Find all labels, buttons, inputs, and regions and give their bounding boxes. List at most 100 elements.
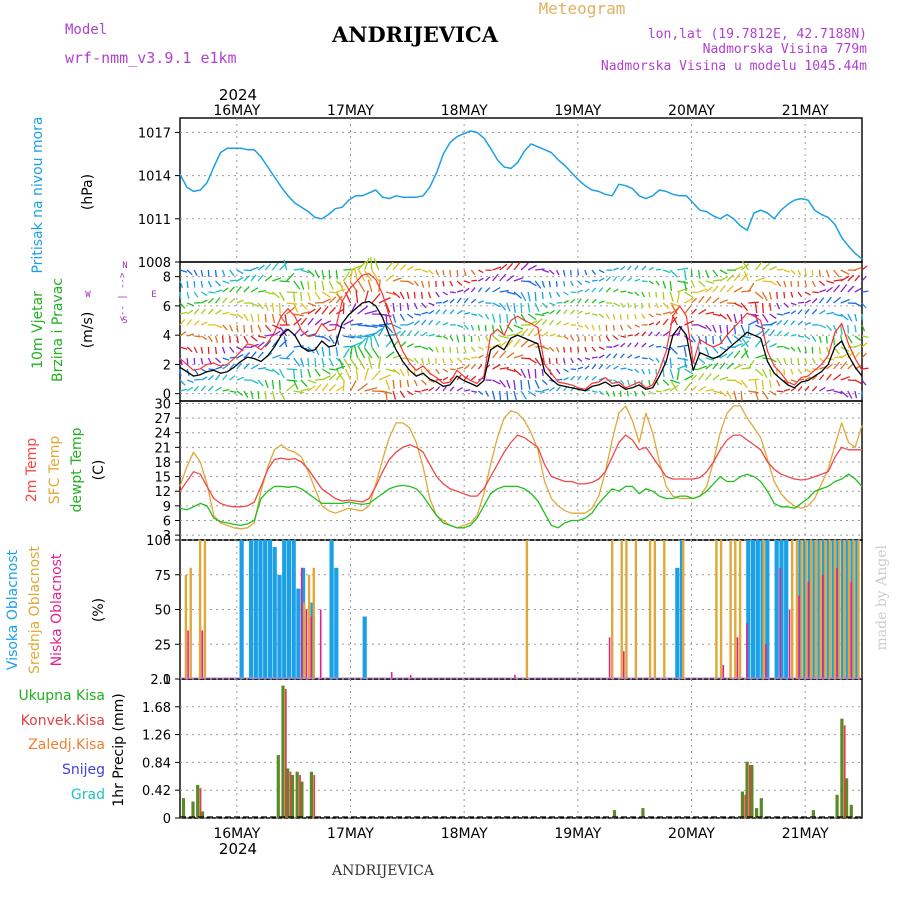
- wind-arrow: [471, 356, 478, 359]
- wind-arrow: [556, 386, 561, 392]
- wind-arrow: [548, 346, 555, 352]
- wind-arrow: [648, 280, 654, 285]
- wind-arrow: [733, 363, 743, 370]
- wind-arrow: [364, 290, 369, 304]
- wind-arrow: [207, 269, 210, 277]
- wind-arrow: [477, 287, 483, 293]
- wind-arrow: [463, 269, 467, 277]
- wind-arrow: [698, 308, 707, 315]
- wind-arrow: [207, 297, 215, 304]
- wind-arrow: [279, 357, 290, 360]
- wind-arrow: [840, 269, 850, 275]
- wind-arrow: [598, 277, 605, 282]
- wind-arrow: [662, 388, 671, 392]
- wind-arrow: [612, 335, 619, 341]
- y-tick-label: 18: [154, 456, 171, 471]
- wind-arrow: [541, 291, 544, 299]
- wind-arrow: [648, 266, 654, 271]
- wind-arrow: [634, 332, 640, 337]
- elevation-text: Nadmorska Visina 779m: [703, 42, 868, 57]
- wind-arrow: [335, 269, 339, 280]
- wind-arrow: [743, 347, 749, 359]
- wind-arrow: [563, 309, 568, 315]
- wind-arrow: [556, 378, 563, 381]
- cloud-bar: [824, 540, 827, 679]
- wind-arrow: [669, 379, 681, 384]
- wind-arrow: [349, 281, 359, 293]
- cloud-bar: [779, 540, 784, 679]
- wind-arrow: [293, 291, 296, 303]
- cloud-bar: [682, 540, 685, 679]
- wind-arrow: [847, 335, 853, 344]
- wind-arrow: [357, 305, 368, 315]
- wind-arrow: [314, 269, 320, 279]
- wind-arrow: [335, 346, 339, 357]
- y-tick-label: 27: [154, 412, 171, 427]
- wind-arrow: [847, 274, 855, 282]
- y-tick-label: 24: [154, 427, 171, 442]
- cloud-bar: [634, 540, 638, 679]
- wind-arrow: [421, 311, 429, 315]
- y-tick-label: 1014: [138, 170, 171, 185]
- wind-arrow: [570, 298, 576, 304]
- cloud-bar: [795, 540, 799, 679]
- wind-arrow: [421, 331, 428, 337]
- wind-arrow: [819, 386, 826, 392]
- y-tick-label: 0: [163, 812, 171, 827]
- wind-arrow: [527, 379, 531, 390]
- wind-arrow: [690, 269, 693, 278]
- wind-arrow: [825, 335, 828, 344]
- wind-arrow: [250, 379, 259, 385]
- wind-arrow: [826, 388, 835, 392]
- wind-arrow: [236, 276, 244, 282]
- wind-arrow: [300, 269, 310, 274]
- wind-arrow: [549, 309, 555, 315]
- wind-arrow: [811, 385, 818, 392]
- wind-arrow: [605, 335, 610, 342]
- wind-arrow: [464, 357, 471, 361]
- wind-arrow: [300, 357, 305, 367]
- cloud-bar: [608, 637, 611, 679]
- wind-arrow: [335, 295, 343, 304]
- wind-arrow: [655, 390, 662, 393]
- wind-arrow: [605, 364, 612, 370]
- wind-arrow: [370, 257, 373, 271]
- wind-arrow: [371, 269, 380, 282]
- legend-snow: Snijeg: [62, 762, 105, 778]
- wind-arrow: [435, 368, 440, 375]
- wind-arrow: [321, 291, 331, 298]
- wind-arrow: [598, 269, 605, 274]
- wind-arrow: [762, 262, 771, 271]
- wind-arrow: [314, 357, 317, 367]
- wind-arrow: [478, 354, 484, 359]
- wind-arrow: [591, 335, 594, 342]
- wind-arrow: [761, 291, 768, 302]
- wind-arrow: [761, 368, 768, 379]
- wind-arrow: [783, 346, 790, 350]
- wind-arrow: [626, 313, 629, 320]
- wind-arrow: [338, 281, 345, 293]
- wind-arrow: [620, 290, 627, 293]
- wind-arrow: [414, 390, 421, 393]
- wind-arrow: [385, 390, 388, 402]
- wind-arrow: [243, 362, 250, 370]
- wind-arrow: [179, 302, 186, 309]
- wind-arrow: [456, 297, 462, 304]
- wind-arrow: [648, 331, 653, 337]
- wind-arrow: [435, 335, 442, 338]
- wind-arrow: [641, 291, 646, 298]
- wind-arrow: [307, 379, 317, 384]
- wind-arrow: [371, 324, 385, 328]
- wind-arrow: [484, 335, 490, 342]
- wind-arrow: [790, 302, 797, 306]
- wind-arrow: [506, 313, 509, 323]
- wind-arrow: [670, 381, 678, 392]
- wind-arrow: [626, 302, 631, 309]
- wind-arrow: [271, 262, 279, 271]
- wind-arrow: [655, 268, 662, 271]
- wind-title-1: 10m Vjetar: [30, 291, 46, 369]
- wind-arrow: [506, 390, 509, 400]
- wind-arrow: [367, 356, 373, 370]
- wind-arrow: [612, 390, 616, 397]
- wind-arrow: [726, 362, 734, 370]
